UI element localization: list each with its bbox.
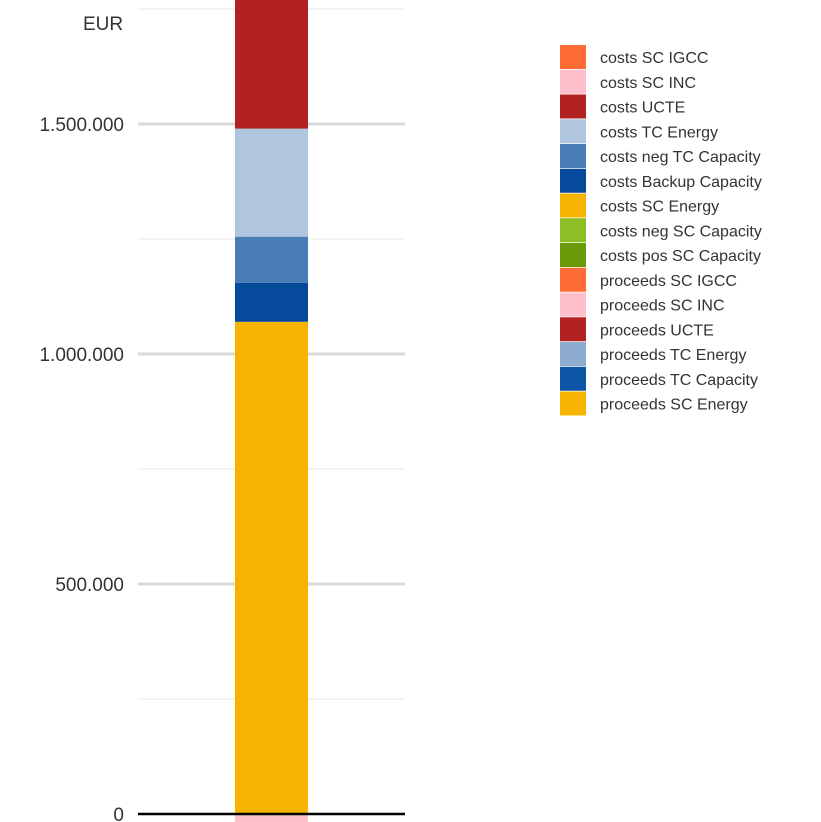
legend-swatch <box>560 193 586 218</box>
legend-swatch <box>560 45 586 69</box>
legend-swatch <box>560 292 586 317</box>
legend: costs SC IGCC costs SC INC costs UCTE costs… <box>560 45 762 416</box>
legend-label: proceeds TC Capacity <box>600 372 758 389</box>
legend-swatch <box>560 168 586 193</box>
legend-swatch <box>560 391 586 416</box>
legend-swatch <box>560 267 586 292</box>
y-tick-label: 1.000.000 <box>39 345 124 366</box>
legend-label: costs SC Energy <box>600 199 719 216</box>
legend-label: costs neg TC Capacity <box>600 149 761 166</box>
legend-label: costs SC IGCC <box>600 50 708 67</box>
y-axis-unit: EUR <box>83 14 123 35</box>
legend-label: proceeds SC INC <box>600 298 725 315</box>
bar-segment-costs-neg-tc-capacity <box>235 236 308 283</box>
legend-swatch <box>560 94 586 119</box>
legend-label: costs TC Energy <box>600 124 718 141</box>
legend-swatch <box>560 119 586 144</box>
legend-swatch <box>560 243 586 267</box>
legend-label: costs Backup Capacity <box>600 174 762 191</box>
y-tick-label: 1.500.000 <box>39 115 124 136</box>
legend-swatch <box>560 342 586 366</box>
legend-label: costs neg SC Capacity <box>600 223 762 240</box>
legend-label: proceeds SC Energy <box>600 397 748 414</box>
y-tick-label: 500.000 <box>55 575 124 596</box>
legend-swatch <box>560 366 586 391</box>
legend-label: proceeds SC IGCC <box>600 273 737 290</box>
legend-swatch <box>560 144 586 168</box>
bar-segment-costs-tc-energy <box>235 128 308 237</box>
legend-label: costs UCTE <box>600 100 685 117</box>
legend-label: proceeds UCTE <box>600 322 714 339</box>
legend-swatch <box>560 317 586 342</box>
legend-label: costs pos SC Capacity <box>600 248 761 265</box>
y-tick-label: 0 <box>113 805 124 822</box>
y-axis-ticks: 0500.0001.000.0001.500.0002.000.0002.500… <box>39 115 124 822</box>
legend-label: proceeds TC Energy <box>600 347 746 364</box>
bar-segment-proceeds-sc-inc <box>235 814 308 822</box>
stacked-bar <box>235 0 308 822</box>
legend-swatch <box>560 218 586 243</box>
legend-swatch <box>560 69 586 94</box>
bar-segment-costs-backup-capacity <box>235 282 308 322</box>
legend-label: costs SC INC <box>600 75 696 92</box>
bar-segment-costs-ucte <box>235 0 308 129</box>
bar-segment-costs-sc-energy <box>235 321 308 814</box>
